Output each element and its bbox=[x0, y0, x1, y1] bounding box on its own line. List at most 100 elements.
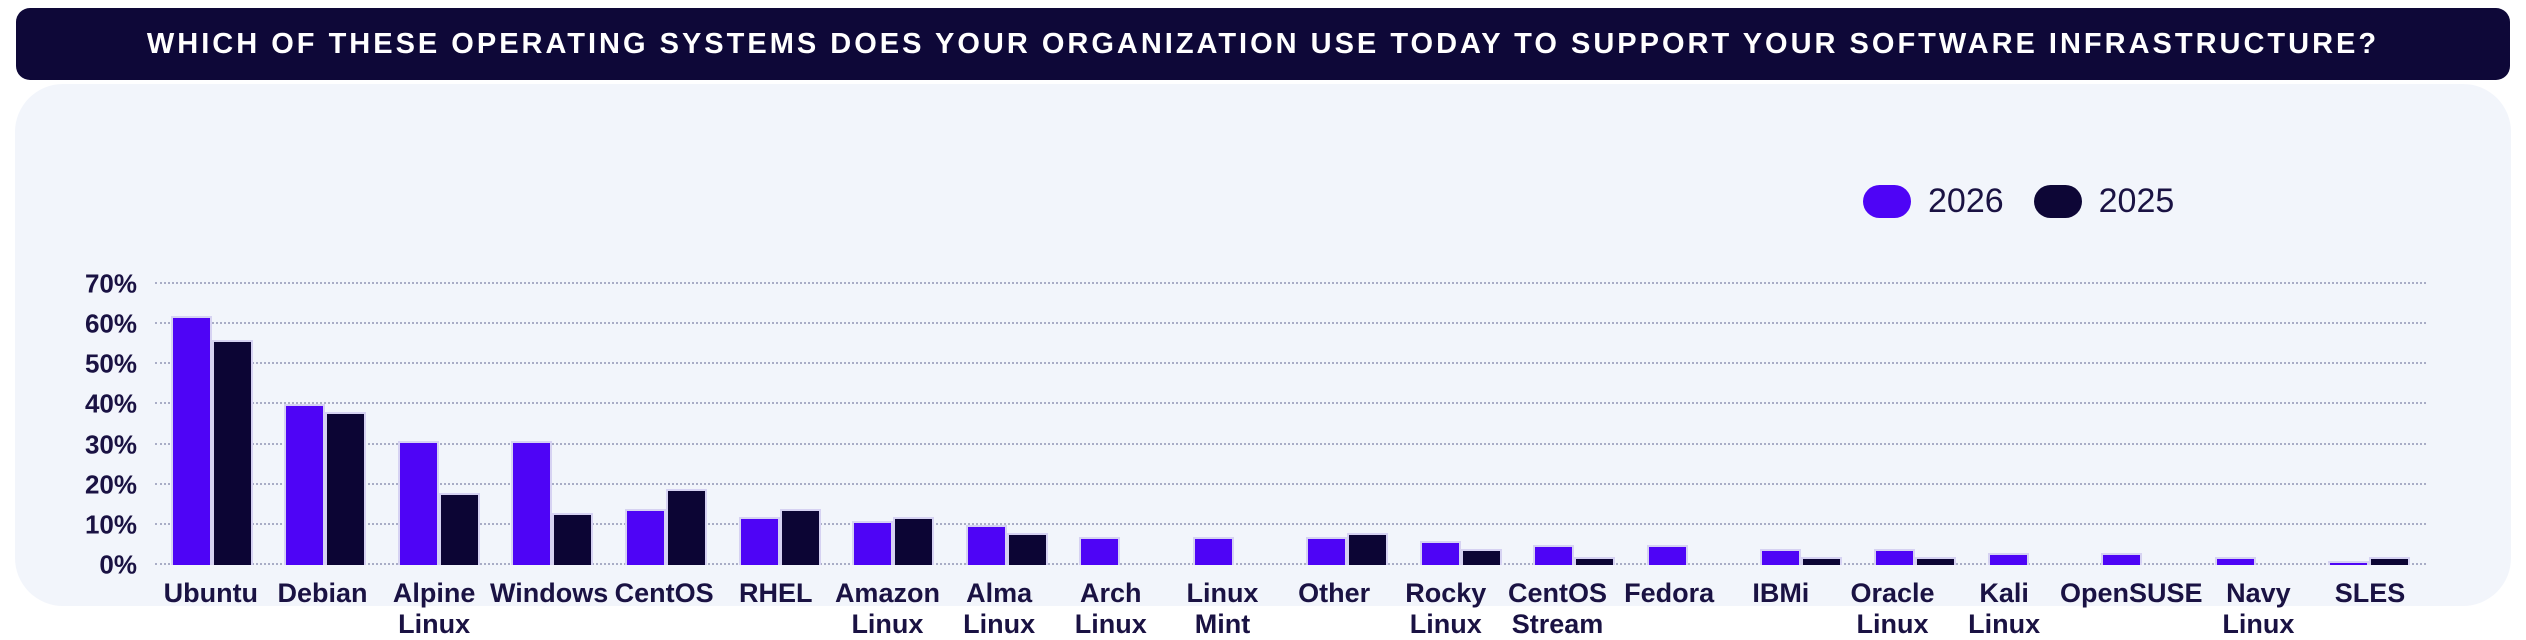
bar-slot-2026-other bbox=[1306, 284, 1348, 565]
bar-slot-2025-rhel bbox=[779, 284, 821, 565]
category-label-kali-linux: Kali Linux bbox=[1968, 578, 2041, 639]
chart-title: WHICH OF THESE OPERATING SYSTEMS DOES YO… bbox=[146, 27, 2380, 60]
bar-2026-arch-linux bbox=[1079, 536, 1121, 565]
bar-group-ibmi bbox=[1745, 284, 1859, 565]
gridline-20% bbox=[155, 482, 2426, 485]
bar-group-debian bbox=[269, 284, 383, 565]
legend-item-2025: 2025 bbox=[2033, 182, 2174, 221]
bar-2025-rhel bbox=[779, 508, 821, 565]
bar-slot-2025-alpine-linux bbox=[438, 284, 480, 565]
bar-slot-2026-centos bbox=[624, 284, 666, 565]
bar-group-linux-mint bbox=[1177, 284, 1291, 565]
bar-2025-rocky-linux bbox=[1460, 548, 1502, 565]
bar-2026-oracle-linux bbox=[1873, 548, 1915, 565]
category-label-centos: CentOS bbox=[614, 578, 714, 608]
category-label-oracle-linux: Oracle Linux bbox=[1850, 578, 1935, 639]
bar-slot-2026-ubuntu bbox=[170, 284, 212, 565]
category-labels: Ubuntu Debian Alpine Linux Windows CentOS RHE… bbox=[155, 578, 2426, 640]
bar-slot-2026-arch-linux bbox=[1079, 284, 1121, 565]
category-label-arch-linux: Arch Linux bbox=[1074, 578, 1147, 639]
bar-2026-rocky-linux bbox=[1419, 540, 1461, 565]
bar-2026-navy-linux bbox=[2214, 556, 2256, 565]
chart-card: 2026 2025 0% 10% 20% 30% 40% 50% 60% 70% Ubuntu… bbox=[15, 84, 2511, 639]
bar-2026-rhel bbox=[738, 516, 780, 565]
bar-slot-2026-centos-stream bbox=[1533, 284, 1575, 565]
question-banner: WHICH OF THESE OPERATING SYSTEMS DOES YO… bbox=[16, 8, 2510, 80]
gridline-70% bbox=[155, 282, 2426, 284]
category-label-alma-linux: Alma Linux bbox=[963, 578, 1036, 639]
bar-group-oracle-linux bbox=[1858, 284, 1972, 565]
bar-slot-2026-ibmi bbox=[1760, 284, 1802, 565]
bar-2025-alpine-linux bbox=[438, 492, 480, 565]
category-label-linux-mint: Linux Mint bbox=[1186, 578, 1259, 639]
bar-2025-centos-stream bbox=[1574, 556, 1616, 565]
category-label-fedora: Fedora bbox=[1624, 578, 1715, 608]
y-tick-label-50%: 50% bbox=[84, 348, 137, 379]
gridline-0% bbox=[155, 563, 2426, 565]
bar-2025-centos bbox=[665, 488, 707, 565]
bar-slot-2025-rocky-linux bbox=[1460, 284, 1502, 565]
bar-slot-2025-ubuntu bbox=[211, 284, 253, 565]
bar-2026-windows bbox=[511, 440, 553, 565]
bar-slot-2025-opensuse bbox=[2142, 284, 2183, 565]
bar-group-amazon-linux bbox=[836, 284, 950, 565]
bar-2025-debian bbox=[325, 412, 367, 565]
bar-2026-ubuntu bbox=[170, 316, 212, 565]
bar-groups bbox=[155, 284, 2426, 565]
bar-group-rocky-linux bbox=[1404, 284, 1518, 565]
y-tick-label-70%: 70% bbox=[84, 268, 137, 299]
bar-slot-2025-windows bbox=[552, 284, 594, 565]
bar-group-navy-linux bbox=[2199, 284, 2313, 565]
plot-area bbox=[155, 282, 2426, 565]
bar-2026-ibmi bbox=[1760, 548, 1802, 565]
bar-slot-2026-linux-mint bbox=[1192, 284, 1234, 565]
bar-2026-amazon-linux bbox=[852, 520, 894, 565]
bar-2026-other bbox=[1306, 536, 1348, 565]
bar-slot-2025-centos bbox=[665, 284, 707, 565]
legend-swatch-2025 bbox=[2033, 185, 2082, 218]
gridline-40% bbox=[155, 402, 2426, 405]
bar-slot-2025-amazon-linux bbox=[893, 284, 935, 565]
bar-2026-debian bbox=[284, 404, 326, 565]
y-tick-label-60%: 60% bbox=[84, 308, 137, 339]
gridline-30% bbox=[155, 442, 2426, 445]
bar-2026-alma-linux bbox=[965, 524, 1007, 565]
bar-2025-oracle-linux bbox=[1914, 556, 1956, 565]
bar-slot-2026-fedora bbox=[1646, 284, 1688, 565]
bar-slot-2025-sles bbox=[2369, 284, 2411, 565]
bar-2026-alpine-linux bbox=[397, 440, 439, 565]
bar-2025-sles bbox=[2369, 556, 2411, 565]
bar-group-fedora bbox=[1631, 284, 1745, 565]
legend-item-2026: 2026 bbox=[1863, 182, 2004, 221]
category-label-sles: SLES bbox=[2334, 578, 2406, 608]
bar-slot-2026-navy-linux bbox=[2214, 284, 2256, 565]
bar-slot-2025-other bbox=[1347, 284, 1389, 565]
legend-label-2026: 2026 bbox=[1928, 182, 2004, 220]
bar-group-opensuse bbox=[2085, 284, 2199, 565]
bar-slot-2025-ibmi bbox=[1801, 284, 1843, 565]
bar-slot-2026-opensuse bbox=[2101, 284, 2143, 565]
bar-slot-2025-centos-stream bbox=[1574, 284, 1616, 565]
bar-slot-2026-windows bbox=[511, 284, 553, 565]
bar-slot-2026-sles bbox=[2328, 284, 2370, 565]
y-tick-label-30%: 30% bbox=[84, 429, 137, 460]
bar-slot-2025-oracle-linux bbox=[1914, 284, 1956, 565]
bar-group-other bbox=[1290, 284, 1404, 565]
category-label-rhel: RHEL bbox=[739, 578, 813, 608]
bar-2026-centos bbox=[624, 508, 666, 565]
bar-slot-2025-kali-linux bbox=[2029, 284, 2070, 565]
bar-2025-alma-linux bbox=[1006, 532, 1048, 565]
category-label-ibmi: IBMi bbox=[1752, 578, 1810, 608]
bar-slot-2026-alma-linux bbox=[965, 284, 1007, 565]
bar-2026-linux-mint bbox=[1192, 536, 1234, 565]
category-label-amazon-linux: Amazon Linux bbox=[834, 578, 940, 639]
bar-2025-ibmi bbox=[1801, 556, 1843, 565]
category-label-rocky-linux: Rocky Linux bbox=[1405, 578, 1487, 639]
category-label-ubuntu: Ubuntu bbox=[163, 578, 259, 608]
category-label-windows: Windows bbox=[490, 578, 609, 608]
gridline-50% bbox=[155, 362, 2426, 365]
bar-group-sles bbox=[2312, 284, 2426, 565]
bar-2025-other bbox=[1347, 532, 1389, 565]
bar-slot-2025-navy-linux bbox=[2256, 284, 2297, 565]
bar-group-arch-linux bbox=[1063, 284, 1177, 565]
